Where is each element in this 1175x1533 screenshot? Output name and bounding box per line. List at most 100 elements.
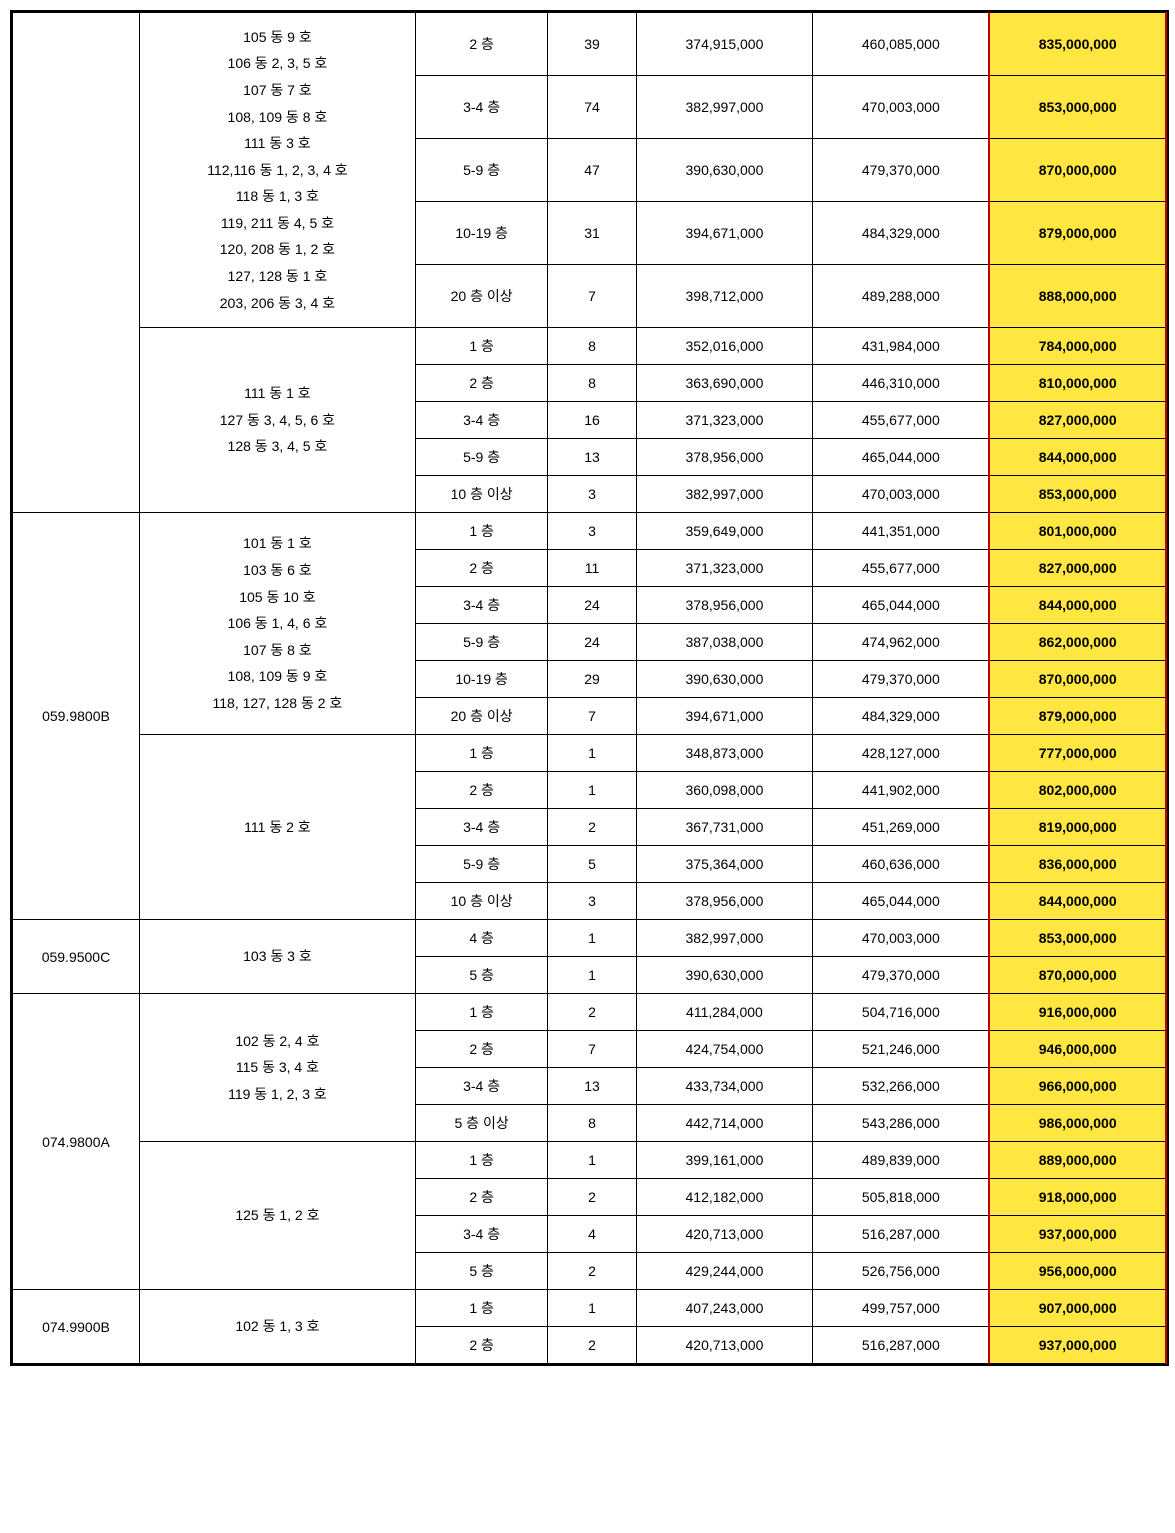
amount-c-cell: 827,000,000 (989, 402, 1166, 439)
floor-cell: 10-19 층 (415, 202, 547, 265)
amount-c-cell: 801,000,000 (989, 513, 1166, 550)
amount-b-cell: 489,288,000 (813, 265, 990, 328)
floor-cell: 10-19 층 (415, 661, 547, 698)
floor-cell: 1 층 (415, 994, 547, 1031)
amount-b-cell: 543,286,000 (813, 1105, 990, 1142)
floor-cell: 10 층 이상 (415, 883, 547, 920)
floor-cell: 2 층 (415, 365, 547, 402)
floor-cell: 5 층 (415, 957, 547, 994)
amount-c-cell: 844,000,000 (989, 883, 1166, 920)
amount-a-cell: 382,997,000 (636, 476, 813, 513)
amount-a-cell: 382,997,000 (636, 920, 813, 957)
amount-b-cell: 505,818,000 (813, 1179, 990, 1216)
amount-a-cell: 371,323,000 (636, 402, 813, 439)
count-cell: 2 (548, 809, 636, 846)
amount-b-cell: 465,044,000 (813, 883, 990, 920)
floor-cell: 3-4 층 (415, 402, 547, 439)
count-cell: 3 (548, 476, 636, 513)
building-desc-cell: 102 동 1, 3 호 (139, 1290, 415, 1364)
amount-c-cell: 879,000,000 (989, 698, 1166, 735)
table-row: 059.9800B101 동 1 호103 동 6 호105 동 10 호106… (13, 513, 1167, 550)
amount-c-cell: 862,000,000 (989, 624, 1166, 661)
floor-cell: 2 층 (415, 13, 547, 76)
count-cell: 2 (548, 1253, 636, 1290)
table-row: 111 동 2 호1 층1348,873,000428,127,000777,0… (13, 735, 1167, 772)
amount-b-cell: 441,351,000 (813, 513, 990, 550)
amount-b-cell: 470,003,000 (813, 920, 990, 957)
count-cell: 1 (548, 1142, 636, 1179)
amount-b-cell: 428,127,000 (813, 735, 990, 772)
floor-cell: 1 층 (415, 328, 547, 365)
amount-a-cell: 442,714,000 (636, 1105, 813, 1142)
amount-c-cell: 870,000,000 (989, 661, 1166, 698)
amount-a-cell: 375,364,000 (636, 846, 813, 883)
count-cell: 1 (548, 772, 636, 809)
amount-b-cell: 499,757,000 (813, 1290, 990, 1327)
table-row: 074.9900B102 동 1, 3 호1 층1407,243,000499,… (13, 1290, 1167, 1327)
amount-a-cell: 378,956,000 (636, 587, 813, 624)
amount-c-cell: 853,000,000 (989, 920, 1166, 957)
amount-b-cell: 465,044,000 (813, 439, 990, 476)
amount-b-cell: 484,329,000 (813, 698, 990, 735)
amount-a-cell: 387,038,000 (636, 624, 813, 661)
amount-b-cell: 470,003,000 (813, 476, 990, 513)
amount-c-cell: 946,000,000 (989, 1031, 1166, 1068)
amount-a-cell: 411,284,000 (636, 994, 813, 1031)
count-cell: 1 (548, 957, 636, 994)
amount-a-cell: 407,243,000 (636, 1290, 813, 1327)
count-cell: 5 (548, 846, 636, 883)
amount-a-cell: 352,016,000 (636, 328, 813, 365)
floor-cell: 2 층 (415, 772, 547, 809)
type-code-cell: 074.9800A (13, 994, 140, 1290)
amount-a-cell: 394,671,000 (636, 202, 813, 265)
type-code-cell: 059.9500C (13, 920, 140, 994)
amount-c-cell: 844,000,000 (989, 587, 1166, 624)
amount-c-cell: 844,000,000 (989, 439, 1166, 476)
amount-b-cell: 474,962,000 (813, 624, 990, 661)
count-cell: 2 (548, 1179, 636, 1216)
count-cell: 3 (548, 513, 636, 550)
amount-a-cell: 412,182,000 (636, 1179, 813, 1216)
floor-cell: 3-4 층 (415, 76, 547, 139)
amount-b-cell: 532,266,000 (813, 1068, 990, 1105)
amount-a-cell: 433,734,000 (636, 1068, 813, 1105)
count-cell: 7 (548, 698, 636, 735)
amount-c-cell: 819,000,000 (989, 809, 1166, 846)
floor-cell: 1 층 (415, 1142, 547, 1179)
count-cell: 4 (548, 1216, 636, 1253)
amount-b-cell: 446,310,000 (813, 365, 990, 402)
count-cell: 7 (548, 1031, 636, 1068)
amount-a-cell: 429,244,000 (636, 1253, 813, 1290)
building-desc-cell: 101 동 1 호103 동 6 호105 동 10 호106 동 1, 4, … (139, 513, 415, 735)
amount-a-cell: 363,690,000 (636, 365, 813, 402)
count-cell: 29 (548, 661, 636, 698)
amount-a-cell: 390,630,000 (636, 139, 813, 202)
amount-c-cell: 784,000,000 (989, 328, 1166, 365)
amount-a-cell: 420,713,000 (636, 1216, 813, 1253)
amount-c-cell: 879,000,000 (989, 202, 1166, 265)
amount-a-cell: 398,712,000 (636, 265, 813, 328)
floor-cell: 5-9 층 (415, 624, 547, 661)
amount-a-cell: 420,713,000 (636, 1327, 813, 1364)
table-body: 105 동 9 호106 동 2, 3, 5 호107 동 7 호108, 10… (13, 13, 1167, 1364)
building-desc-cell: 103 동 3 호 (139, 920, 415, 994)
count-cell: 8 (548, 328, 636, 365)
table-row: 074.9800A102 동 2, 4 호115 동 3, 4 호119 동 1… (13, 994, 1167, 1031)
type-code-cell (13, 13, 140, 513)
count-cell: 1 (548, 1290, 636, 1327)
amount-b-cell: 516,287,000 (813, 1327, 990, 1364)
floor-cell: 5-9 층 (415, 439, 547, 476)
floor-cell: 5-9 층 (415, 139, 547, 202)
amount-a-cell: 360,098,000 (636, 772, 813, 809)
amount-b-cell: 521,246,000 (813, 1031, 990, 1068)
floor-cell: 1 층 (415, 513, 547, 550)
amount-c-cell: 777,000,000 (989, 735, 1166, 772)
count-cell: 13 (548, 439, 636, 476)
floor-cell: 1 층 (415, 735, 547, 772)
amount-c-cell: 918,000,000 (989, 1179, 1166, 1216)
amount-b-cell: 489,839,000 (813, 1142, 990, 1179)
floor-cell: 3-4 층 (415, 1068, 547, 1105)
count-cell: 1 (548, 920, 636, 957)
amount-a-cell: 378,956,000 (636, 439, 813, 476)
amount-a-cell: 399,161,000 (636, 1142, 813, 1179)
